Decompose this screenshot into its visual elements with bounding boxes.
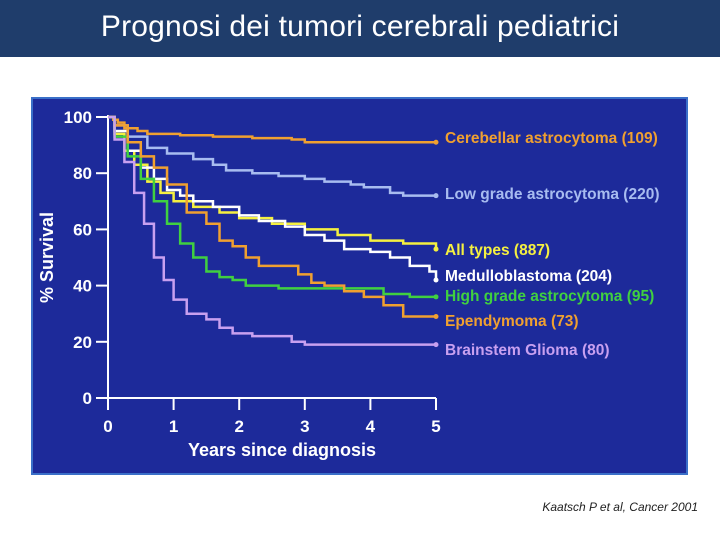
series-end-point: [433, 246, 439, 252]
y-tick-label: 80: [73, 164, 92, 183]
series-line: [108, 115, 436, 346]
legend-label: Low grade astrocytoma (220): [445, 186, 659, 203]
legend-label: Ependymoma (73): [445, 313, 579, 330]
series-line: [108, 115, 436, 299]
series-end-point: [433, 277, 439, 283]
x-tick-label: 4: [366, 417, 376, 436]
citation: Kaatsch P et al, Cancer 2001: [542, 500, 698, 514]
chart-frame: 0 20 40 60 80 100 0 1 2 3 4 5 Years since diagnosis%…: [31, 97, 688, 475]
x-tick-label: 1: [169, 417, 178, 436]
y-tick-label: 0: [83, 389, 92, 408]
y-tick-label: 40: [73, 277, 92, 296]
series-line: [108, 115, 436, 197]
y-axis-label: % Survival: [37, 212, 57, 303]
series-end-point: [433, 342, 439, 348]
series-end-point: [433, 294, 439, 300]
series-line: [108, 115, 436, 144]
x-axis-label: Years since diagnosis: [188, 440, 376, 460]
legend-label: All types (887): [445, 242, 550, 259]
series-line: [108, 115, 436, 318]
y-tick-label: 60: [73, 220, 92, 239]
legend-label: Medulloblastoma (204): [445, 268, 612, 285]
x-tick-label: 0: [103, 417, 112, 436]
y-tick-label: 20: [73, 333, 92, 352]
slide-title: Prognosi dei tumori cerebrali pediatrici: [100, 9, 620, 43]
legend-label: Cerebellar astrocytoma (109): [445, 130, 658, 147]
series-end-point: [433, 193, 439, 199]
series-end-point: [433, 139, 439, 145]
x-tick-label: 2: [234, 417, 243, 436]
x-tick-label: 5: [431, 417, 440, 436]
legend-label: High grade astrocytoma (95): [445, 288, 654, 305]
x-tick-label: 3: [300, 417, 309, 436]
y-tick-label: 100: [64, 108, 92, 127]
survival-chart: 0 20 40 60 80 100 0 1 2 3 4 5 Years since diagnosis%…: [37, 108, 659, 460]
series-end-point: [433, 314, 439, 320]
legend-label: Brainstem Glioma (80): [445, 342, 610, 359]
series-line: [108, 115, 438, 250]
slide-title-bar: Prognosi dei tumori cerebrali pediatrici: [0, 0, 720, 57]
series-line: [108, 115, 438, 280]
